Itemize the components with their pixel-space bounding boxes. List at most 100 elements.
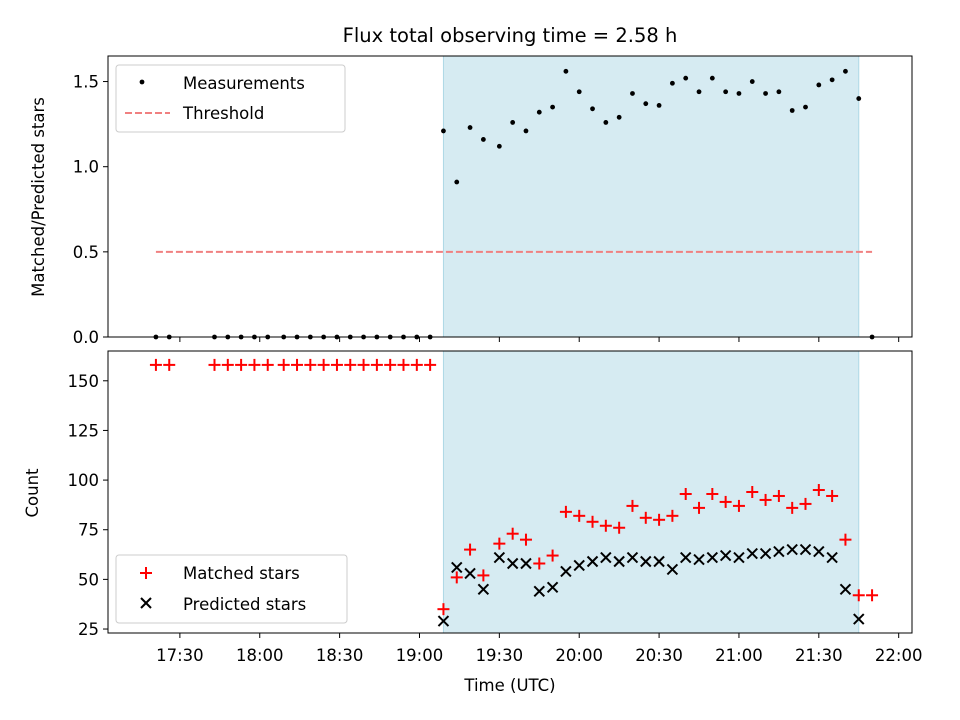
- predicted-star-stroke: [613, 555, 625, 568]
- matched-star-point: [464, 543, 477, 556]
- legend-marker-matched-stars: [140, 567, 152, 579]
- measurement-point: [776, 89, 782, 95]
- measurement-point: [843, 68, 848, 74]
- matched-star-point: [477, 569, 490, 582]
- x-tick-label: 17:30: [156, 646, 204, 665]
- predicted-star-stroke: [680, 551, 692, 564]
- matched-star-point: [826, 489, 839, 502]
- x-tick-label: 18:00: [236, 646, 284, 665]
- measurement-point: [454, 179, 460, 185]
- top-y-tick-label: 1.0: [73, 158, 99, 177]
- predicted-star-point: [600, 551, 612, 564]
- predicted-star-point: [477, 583, 490, 596]
- bottom-y-tick-label: 75: [78, 521, 99, 540]
- top-legend: Measurements Threshold: [115, 64, 346, 133]
- predicted-star-stroke: [640, 555, 652, 568]
- matched-star-point: [573, 509, 586, 522]
- measurement-point: [736, 91, 742, 96]
- top-panel: Flux total observing time = 2.58 h 0.00.…: [29, 24, 913, 347]
- measurement-point: [829, 77, 835, 83]
- legend-label-measurements: Measurements: [183, 74, 305, 93]
- top-y-tick-label: 0.5: [73, 243, 99, 262]
- matched-star-point: [653, 513, 666, 526]
- matched-star-point: [693, 501, 706, 514]
- matched-star-point: [493, 537, 506, 550]
- matched-star-point: [812, 484, 825, 497]
- predicted-star-stroke: [451, 561, 463, 574]
- matched-star-point: [149, 358, 162, 371]
- predicted-star-stroke: [826, 551, 838, 564]
- measurement-point: [683, 75, 689, 81]
- predicted-star-stroke: [573, 559, 585, 572]
- x-axis-label: Time (UTC): [463, 676, 555, 695]
- predicted-star-stroke: [799, 543, 812, 556]
- bottom-panel: 25 50 75 100 125 150 17:30 18:00 18:30 19:00 19:30…: [23, 350, 923, 695]
- matched-star-point: [370, 358, 383, 371]
- measurement-point: [816, 82, 822, 88]
- predicted-star-point: [733, 551, 745, 564]
- legend-label-threshold: Threshold: [182, 104, 264, 123]
- predicted-star-stroke: [520, 557, 532, 570]
- legend-label-predicted-stars: Predicted stars: [183, 595, 306, 614]
- matched-star-point: [746, 486, 759, 498]
- predicted-star-point: [573, 559, 585, 572]
- predicted-star-stroke: [493, 551, 506, 564]
- measurement-point: [723, 89, 729, 95]
- matched-star-point: [248, 358, 261, 371]
- predicted-star-stroke: [719, 549, 732, 562]
- matched-star-point: [786, 501, 799, 514]
- predicted-star-stroke: [464, 567, 476, 580]
- predicted-star-stroke: [546, 581, 559, 594]
- matched-star-point: [163, 358, 176, 371]
- predicted-star-stroke: [560, 565, 572, 578]
- measurement-point: [616, 114, 622, 120]
- predicted-star-point: [520, 557, 532, 570]
- predicted-star-point: [506, 557, 519, 570]
- matched-star-point: [613, 521, 626, 534]
- predicted-star-stroke: [506, 557, 519, 570]
- matched-star-point: [344, 358, 357, 371]
- predicted-star-stroke: [746, 547, 758, 560]
- bottom-y-axis-label: Count: [23, 468, 42, 518]
- predicted-star-stroke: [759, 547, 772, 560]
- matched-star-point: [626, 499, 639, 512]
- matched-star-point: [357, 358, 370, 371]
- measurement-point: [803, 104, 808, 110]
- matched-star-point: [208, 358, 221, 371]
- predicted-star-stroke: [839, 583, 852, 596]
- measurement-point: [510, 120, 516, 125]
- measurement-point: [669, 80, 675, 86]
- predicted-star-point: [493, 551, 506, 564]
- matched-star-point: [732, 499, 745, 512]
- predicted-star-stroke: [586, 555, 599, 568]
- measurement-point: [467, 125, 473, 130]
- matched-star-point: [317, 358, 330, 371]
- top-y-tick-label: 1.5: [73, 73, 99, 92]
- top-observing-window-shade: [442, 55, 860, 338]
- predicted-star-point: [853, 613, 865, 625]
- predicted-star-stroke: [693, 553, 705, 566]
- matched-star-point: [437, 603, 450, 616]
- matched-star-point: [330, 358, 343, 371]
- matched-star-point: [533, 557, 546, 570]
- predicted-star-point: [719, 549, 732, 562]
- legend-marker-measurements: [139, 79, 145, 85]
- bottom-axes-ticks: 25 50 75 100 125 150 17:30 18:00 18:30 19:00 19:30…: [68, 372, 923, 665]
- matched-star-point: [639, 511, 652, 524]
- predicted-star-point: [839, 583, 852, 596]
- measurement-point: [749, 79, 755, 84]
- matched-star-point: [384, 358, 397, 371]
- predicted-star-point: [799, 543, 812, 556]
- predicted-star-stroke: [813, 545, 825, 558]
- predicted-star-point: [546, 581, 559, 594]
- predicted-star-stroke: [600, 551, 612, 564]
- matched-star-point: [679, 487, 692, 500]
- matched-star-point: [706, 487, 719, 500]
- bottom-matched-stars-series: [149, 358, 879, 616]
- predicted-star-point: [746, 547, 758, 560]
- x-tick-label: 20:00: [555, 646, 603, 665]
- measurement-point: [630, 91, 635, 96]
- measurement-point: [856, 96, 862, 101]
- predicted-star-stroke: [666, 563, 679, 576]
